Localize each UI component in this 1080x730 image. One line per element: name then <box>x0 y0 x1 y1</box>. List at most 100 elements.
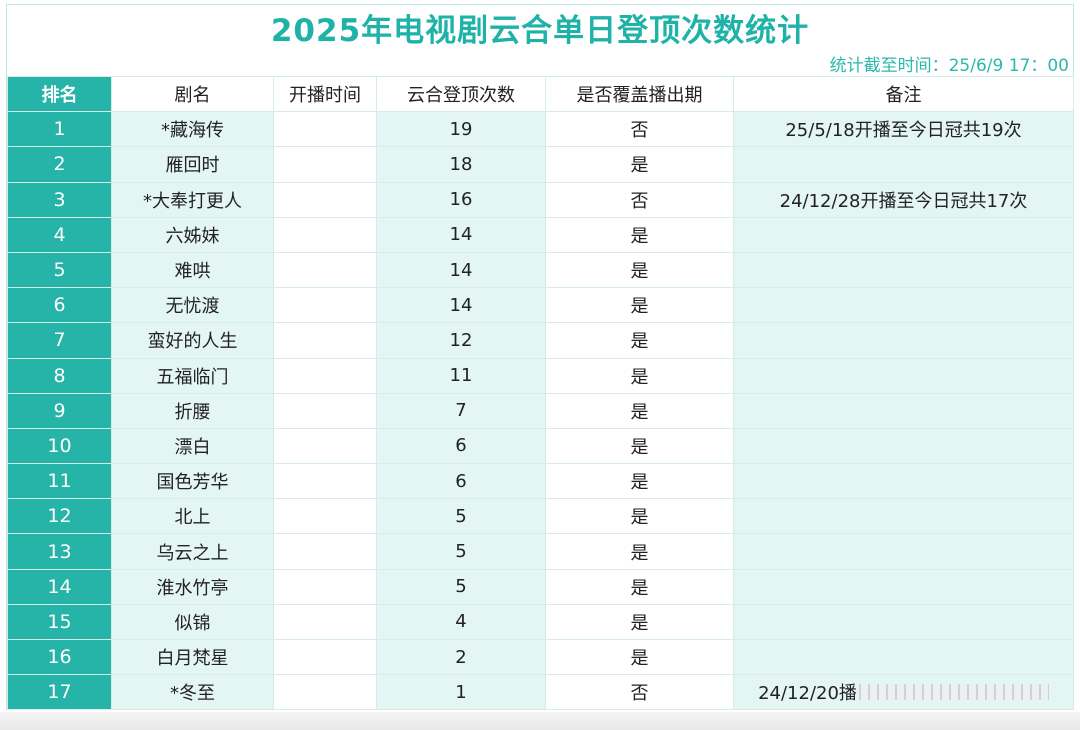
table-row: 5 难哄 14 是 <box>7 251 1074 289</box>
cell-cover: 是 <box>545 322 734 359</box>
header-cover: 是否覆盖播出期 <box>545 75 734 113</box>
cell-start <box>273 392 377 429</box>
cell-count: 12 <box>376 322 546 359</box>
table-row: 9 折腰 7 是 <box>7 392 1074 429</box>
cell-start <box>273 674 377 711</box>
cell-note <box>733 463 1074 500</box>
obscured-text <box>858 684 1049 701</box>
stat-time-row: 统计截至时间：25/6/9 17：00 <box>7 49 1073 76</box>
cell-count: 11 <box>376 357 546 394</box>
cell-count: 19 <box>376 111 546 148</box>
cell-note <box>733 287 1074 324</box>
cell-start <box>273 603 377 641</box>
cell-note <box>733 533 1074 570</box>
cell-note <box>733 568 1074 605</box>
cell-count: 5 <box>376 568 546 605</box>
table-row: 13 乌云之上 5 是 <box>7 533 1074 570</box>
header-rank: 排名 <box>7 75 112 113</box>
cell-rank: 15 <box>7 603 112 641</box>
table-row: 10 漂白 6 是 <box>7 427 1074 465</box>
cell-note <box>733 392 1074 429</box>
cell-count: 7 <box>376 392 546 429</box>
cell-note <box>733 603 1074 641</box>
cell-note: 24/12/20播 <box>733 674 1074 711</box>
cell-name: 五福临门 <box>111 357 274 394</box>
cell-note <box>733 427 1074 465</box>
cell-count: 4 <box>376 603 546 641</box>
cell-start <box>273 638 377 676</box>
table-row: 12 北上 5 是 <box>7 498 1074 535</box>
cell-note <box>733 146 1074 183</box>
cell-start <box>273 463 377 500</box>
cell-rank: 16 <box>7 638 112 676</box>
cell-count: 2 <box>376 638 546 676</box>
table-row: 15 似锦 4 是 <box>7 603 1074 641</box>
cell-count: 14 <box>376 287 546 324</box>
cell-name: 白月梵星 <box>111 638 274 676</box>
cell-name: 国色芳华 <box>111 463 274 500</box>
cell-rank: 8 <box>7 357 112 394</box>
cell-rank: 5 <box>7 251 112 289</box>
cell-rank: 4 <box>7 216 112 253</box>
cell-rank: 7 <box>7 322 112 359</box>
ranking-table: 排名 剧名 开播时间 云合登顶次数 是否覆盖播出期 备注 1 *藏海传 19 否 25/… <box>7 75 1074 711</box>
cell-cover: 是 <box>545 216 734 253</box>
cell-rank: 10 <box>7 427 112 465</box>
cell-start <box>273 181 377 218</box>
cell-rank: 17 <box>7 674 112 711</box>
cell-name: 难哄 <box>111 251 274 289</box>
cell-cover: 否 <box>545 181 734 218</box>
cell-cover: 是 <box>545 463 734 500</box>
cell-start <box>273 251 377 289</box>
cell-rank: 2 <box>7 146 112 183</box>
header-note: 备注 <box>733 75 1074 113</box>
cell-count: 6 <box>376 427 546 465</box>
page-title: 2025年电视剧云合单日登顶次数统计 <box>270 12 810 49</box>
cell-count: 5 <box>376 533 546 570</box>
note-wrap: 24/12/20播 <box>758 679 1049 705</box>
cell-rank: 3 <box>7 181 112 218</box>
table-row: 8 五福临门 11 是 <box>7 357 1074 394</box>
cell-start <box>273 498 377 535</box>
stat-time: 统计截至时间：25/6/9 17：00 <box>829 56 1069 76</box>
cell-cover: 否 <box>545 111 734 148</box>
cell-start <box>273 146 377 183</box>
cell-name: 雁回时 <box>111 146 274 183</box>
cell-note <box>733 251 1074 289</box>
header-start: 开播时间 <box>273 75 377 113</box>
table-row: 11 国色芳华 6 是 <box>7 463 1074 500</box>
cell-name: 无忧渡 <box>111 287 274 324</box>
cell-name: 北上 <box>111 498 274 535</box>
table-row: 17 *冬至 1 否 24/12/20播 <box>7 674 1074 711</box>
cell-start <box>273 568 377 605</box>
cell-count: 1 <box>376 674 546 711</box>
cell-note <box>733 498 1074 535</box>
cell-start <box>273 533 377 570</box>
cell-rank: 12 <box>7 498 112 535</box>
table-row: 6 无忧渡 14 是 <box>7 287 1074 324</box>
cell-cover: 是 <box>545 533 734 570</box>
bottom-strip <box>0 712 1080 730</box>
table-row: 14 淮水竹亭 5 是 <box>7 568 1074 605</box>
cell-count: 14 <box>376 251 546 289</box>
cell-rank: 6 <box>7 287 112 324</box>
cell-cover: 是 <box>545 251 734 289</box>
cell-rank: 13 <box>7 533 112 570</box>
cell-start <box>273 287 377 324</box>
cell-rank: 14 <box>7 568 112 605</box>
cell-cover: 否 <box>545 674 734 711</box>
table-row: 2 雁回时 18 是 <box>7 146 1074 183</box>
title-row: 2025年电视剧云合单日登顶次数统计 <box>7 5 1073 49</box>
cell-note <box>733 322 1074 359</box>
header-count: 云合登顶次数 <box>376 75 546 113</box>
cell-start <box>273 111 377 148</box>
cell-start <box>273 427 377 465</box>
cell-cover: 是 <box>545 427 734 465</box>
table-row: 16 白月梵星 2 是 <box>7 638 1074 676</box>
cell-count: 18 <box>376 146 546 183</box>
cell-cover: 是 <box>545 638 734 676</box>
cell-start <box>273 216 377 253</box>
cell-count: 16 <box>376 181 546 218</box>
cell-cover: 是 <box>545 498 734 535</box>
cell-cover: 是 <box>545 357 734 394</box>
